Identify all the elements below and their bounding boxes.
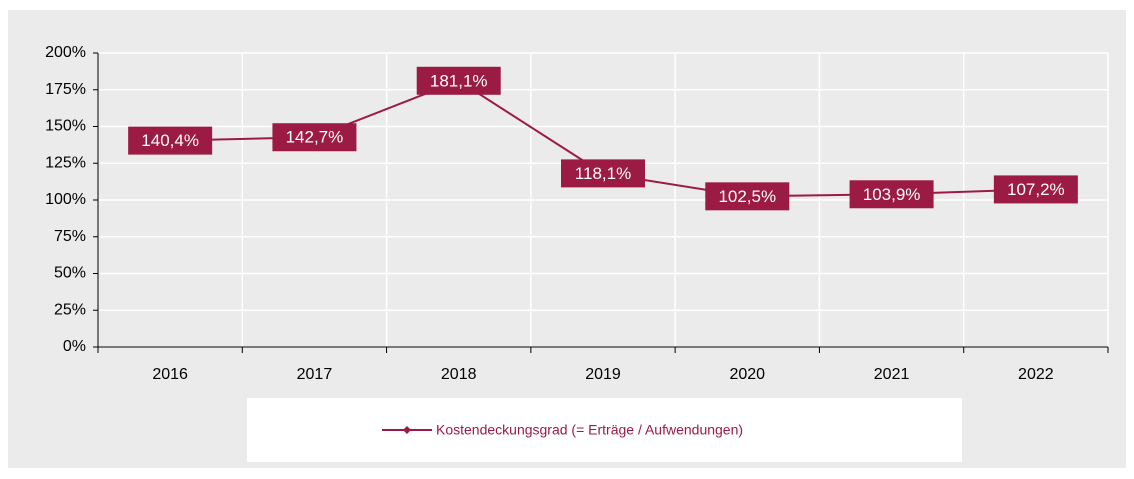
data-label: 103,9% bbox=[863, 185, 921, 204]
y-tick-label: 50% bbox=[54, 265, 86, 282]
y-tick-label: 125% bbox=[45, 154, 86, 171]
legend-marker bbox=[403, 426, 411, 434]
data-label-box bbox=[416, 66, 501, 95]
x-tick-label: 2017 bbox=[297, 366, 333, 383]
data-label-box bbox=[272, 123, 357, 152]
x-tick-label: 2021 bbox=[874, 366, 910, 383]
data-label: 118,1% bbox=[575, 164, 631, 183]
data-label: 181,1% bbox=[430, 71, 488, 90]
y-tick-label: 75% bbox=[54, 228, 86, 245]
data-label-box bbox=[705, 182, 790, 211]
legend-label: Kostendeckungsgrad (= Erträge / Aufwendu… bbox=[436, 422, 743, 438]
y-tick-label: 100% bbox=[45, 191, 86, 208]
x-tick-label: 2016 bbox=[152, 366, 188, 383]
chart-background bbox=[8, 10, 1126, 468]
y-tick-label: 150% bbox=[45, 118, 86, 135]
legend-box bbox=[247, 398, 962, 462]
data-label-box bbox=[561, 159, 645, 188]
x-tick-label: 2018 bbox=[441, 366, 477, 383]
y-tick-label: 0% bbox=[63, 338, 86, 355]
y-tick-label: 25% bbox=[54, 301, 86, 318]
data-label-box bbox=[993, 175, 1078, 204]
x-tick-label: 2022 bbox=[1018, 366, 1054, 383]
data-label: 142,7% bbox=[286, 128, 344, 147]
y-tick-label: 200% bbox=[45, 44, 86, 61]
data-label-box bbox=[128, 126, 213, 155]
data-label: 107,2% bbox=[1007, 180, 1065, 199]
x-tick-label: 2019 bbox=[585, 366, 621, 383]
data-label-box bbox=[849, 180, 934, 209]
y-tick-label: 175% bbox=[45, 81, 86, 98]
data-label: 140,4% bbox=[141, 131, 199, 150]
data-label: 102,5% bbox=[718, 187, 776, 206]
x-tick-label: 2020 bbox=[729, 366, 765, 383]
